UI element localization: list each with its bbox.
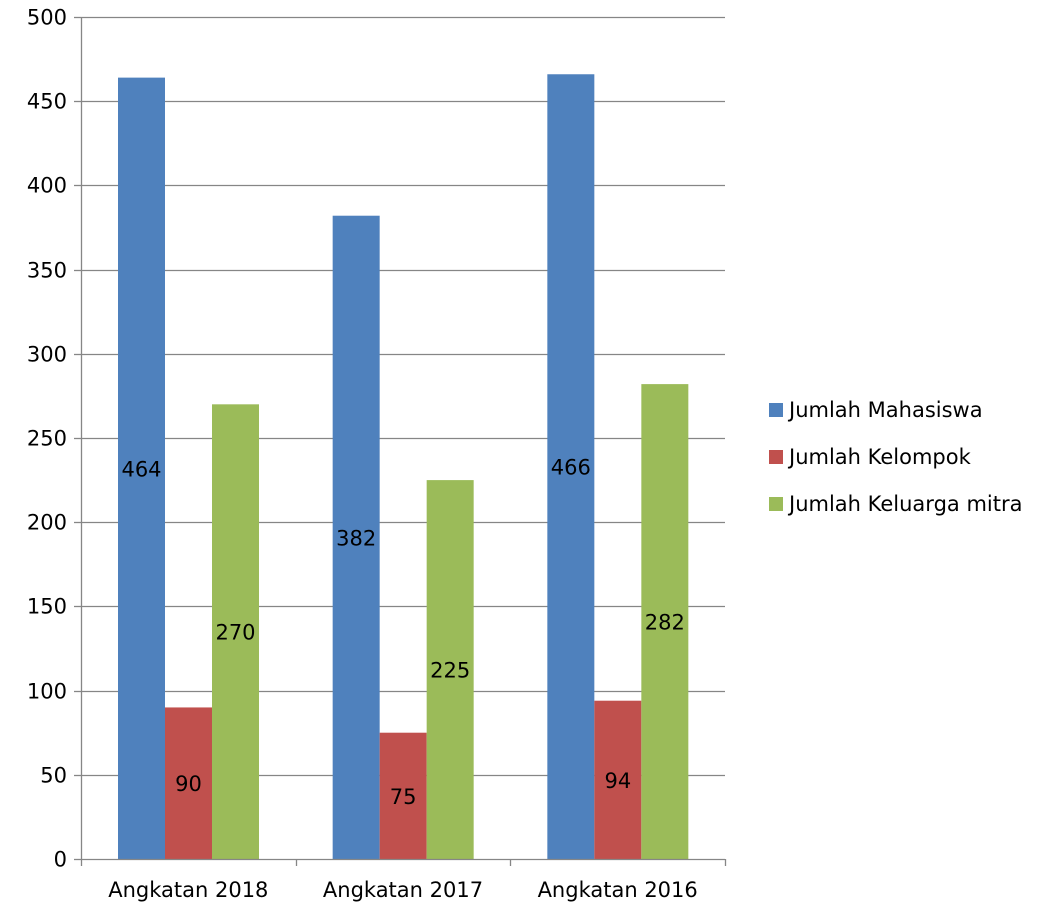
gridlines [81, 18, 725, 776]
x-tick-label: Angkatan 2017 [323, 878, 483, 902]
legend-swatch [769, 497, 783, 511]
y-tick-label: 400 [27, 174, 67, 198]
y-tick-label: 450 [27, 90, 67, 114]
legend-label: Jumlah Keluarga mitra [787, 492, 1022, 516]
y-tick-label: 50 [40, 764, 67, 788]
legend-swatch [769, 403, 783, 417]
bars [118, 74, 688, 859]
y-tick-label: 150 [27, 595, 67, 619]
legend-swatch [769, 450, 783, 464]
data-label: 382 [336, 526, 376, 550]
y-tick-label: 200 [27, 511, 67, 535]
legend-label: Jumlah Mahasiswa [787, 398, 983, 422]
y-tick-label: 500 [27, 6, 67, 30]
data-label: 464 [121, 457, 161, 481]
data-label: 466 [551, 456, 591, 480]
y-tick-label: 100 [27, 680, 67, 704]
x-tick-label: Angkatan 2016 [538, 878, 698, 902]
data-label: 90 [175, 772, 202, 796]
y-tick-label: 250 [27, 427, 67, 451]
y-tick-label: 350 [27, 259, 67, 283]
data-label: 94 [604, 769, 631, 793]
y-tick-label: 0 [54, 848, 67, 872]
data-label: 270 [215, 621, 255, 645]
y-tick-label: 300 [27, 343, 67, 367]
data-label: 225 [430, 659, 470, 683]
legend: Jumlah Mahasiswa Jumlah Kelompok Jumlah Ke… [769, 398, 1022, 516]
data-label: 75 [390, 785, 417, 809]
legend-label: Jumlah Kelompok [787, 445, 972, 469]
x-tick-label: Angkatan 2018 [108, 878, 268, 902]
data-label: 282 [645, 611, 685, 635]
